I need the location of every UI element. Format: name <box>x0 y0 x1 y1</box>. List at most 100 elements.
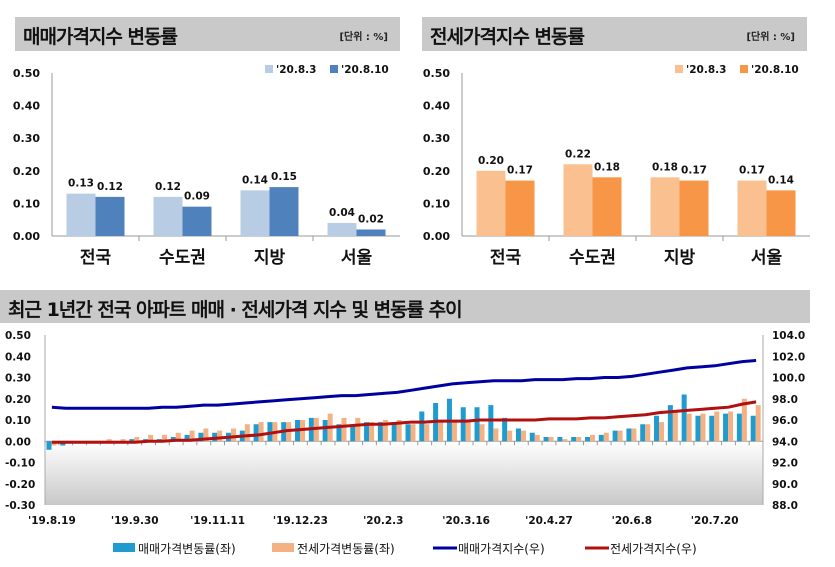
bar-value-label: 0.13 <box>68 178 94 190</box>
sale-rate-bar <box>267 422 273 442</box>
bar-value-label: 0.12 <box>155 181 181 193</box>
jeonse-rate-bar <box>175 432 181 442</box>
bar-value-label: 0.22 <box>565 148 591 160</box>
jeonse-rate-bar <box>590 434 595 442</box>
sale-rate-bar <box>377 422 383 442</box>
x-tick-label: '19.12.23 <box>273 515 328 527</box>
bar-value-label: 0.15 <box>271 171 297 183</box>
bar-previous <box>153 196 183 236</box>
jeonse-rate-bar <box>755 405 761 442</box>
category-label: 지방 <box>664 248 696 268</box>
y-tick-label: 0.10 <box>13 197 40 210</box>
sale-rate-bar <box>626 428 632 442</box>
sale-rate-bar <box>667 405 673 442</box>
legend-swatch <box>740 65 748 73</box>
right-y-tick-label: 90.0 <box>772 479 798 491</box>
jeonse-rate-bar <box>672 411 678 442</box>
bar-previous <box>66 193 96 236</box>
jeonse-rate-bar <box>507 430 513 442</box>
sale-rate-bar <box>129 439 135 442</box>
jeonse-rate-bar <box>465 420 471 442</box>
bar-value-label: 0.17 <box>739 165 765 177</box>
jeonse-rate-bar <box>659 422 665 442</box>
bar-current <box>592 177 622 236</box>
bar-previous <box>650 177 680 236</box>
bar-value-label: 0.12 <box>97 181 123 193</box>
sale-rate-bar <box>364 422 370 442</box>
bar-value-label: 0.09 <box>184 191 210 203</box>
sale-panel-header: 매매가격지수 변동률 [단위 : %] <box>15 17 400 51</box>
jeonse-rate-bar <box>645 424 651 442</box>
sale-rate-bar <box>750 415 756 442</box>
jeonse-panel-title: 전세가격지수 변동률 <box>430 26 585 48</box>
jeonse-rate-bar <box>258 422 264 442</box>
sale-panel-unit: [단위 : %] <box>339 32 388 43</box>
bar-value-label: 0.18 <box>594 161 620 173</box>
jeonse-rate-bar <box>686 413 692 442</box>
sale-rate-bar <box>529 432 535 442</box>
jeonse-index-line <box>51 400 757 444</box>
y-tick-label: 0.40 <box>423 100 450 113</box>
y-tick-label: 0.50 <box>13 67 40 80</box>
jeonse-rate-bar <box>493 428 499 442</box>
y-tick-label: 0.30 <box>13 132 40 145</box>
sale-rate-bar <box>612 430 618 442</box>
jeonse-rate-bar <box>244 424 250 442</box>
jeonse-rate-bar <box>231 428 236 442</box>
legend-swatch <box>330 65 338 73</box>
y-tick-label: 0.30 <box>423 132 450 145</box>
sale-rate-bar <box>198 432 204 442</box>
y-tick-label: 0.20 <box>13 165 40 178</box>
sale-rate-bar <box>419 411 425 442</box>
sale-rate-bar <box>654 415 660 442</box>
sale-rate-bar <box>695 415 701 442</box>
jeonse-rate-bar <box>534 434 540 442</box>
bar-value-label: 0.14 <box>242 174 268 186</box>
sale-rate-bar <box>460 407 466 442</box>
jeonse-rate-bar <box>548 437 554 442</box>
sale-rate-bar <box>391 422 397 442</box>
jeonse-rate-bar <box>355 417 361 442</box>
bar-previous <box>476 170 506 236</box>
bar-value-label: 0.14 <box>768 174 794 186</box>
legend-label: 전세가격변동률(좌) <box>297 542 395 556</box>
right-y-tick-label: 92.0 <box>772 458 798 470</box>
bar-value-label: 0.17 <box>507 165 533 177</box>
x-tick-label: '19.11.11 <box>190 515 245 527</box>
jeonse-rate-bar <box>382 420 388 442</box>
left-y-tick-label: 0.10 <box>5 415 31 427</box>
legend-label: 전세가격지수(우) <box>610 542 697 556</box>
y-tick-label: 0.40 <box>13 100 40 113</box>
sale-rate-bar <box>474 407 480 442</box>
trend-panel-title: 최근 1년간 전국 아파트 매매 · 전세가격 지수 및 변동률 추이 <box>8 299 463 321</box>
bar-previous <box>327 222 357 236</box>
sale-rate-bar <box>736 413 742 442</box>
jeonse-rate-bar <box>203 428 209 442</box>
legend-label: '20.8.10 <box>341 64 389 76</box>
sale-rate-bar <box>571 437 577 442</box>
y-tick-label: 0.00 <box>423 230 450 243</box>
left-y-tick-label: 0.40 <box>5 351 31 363</box>
trend-panel-header: 최근 1년간 전국 아파트 매매 · 전세가격 지수 및 변동률 추이 <box>0 290 810 323</box>
x-tick-label: '20.2.3 <box>363 515 403 527</box>
jeonse-rate-bar <box>451 420 457 442</box>
legend-swatch <box>675 65 683 73</box>
negative-region-background <box>45 441 763 505</box>
bar-current <box>182 206 212 236</box>
bar-current <box>679 180 709 236</box>
left-y-tick-label: -0.20 <box>5 479 35 491</box>
right-y-tick-label: 98.0 <box>772 394 798 406</box>
jeonse-rate-bar <box>369 422 375 442</box>
sale-rate-bar <box>184 434 190 442</box>
bar-previous <box>240 190 270 236</box>
left-y-tick-label: 0.20 <box>5 394 31 406</box>
jeonse-rate-bar <box>217 430 223 442</box>
right-y-tick-label: 102.0 <box>772 351 805 363</box>
sale-index-line <box>51 359 757 410</box>
y-tick-label: 0.00 <box>13 230 40 243</box>
sale-rate-bar <box>502 417 508 442</box>
sale-rate-bar <box>322 420 328 442</box>
legend-swatch <box>113 543 135 552</box>
jeonse-rate-bar <box>189 430 195 442</box>
